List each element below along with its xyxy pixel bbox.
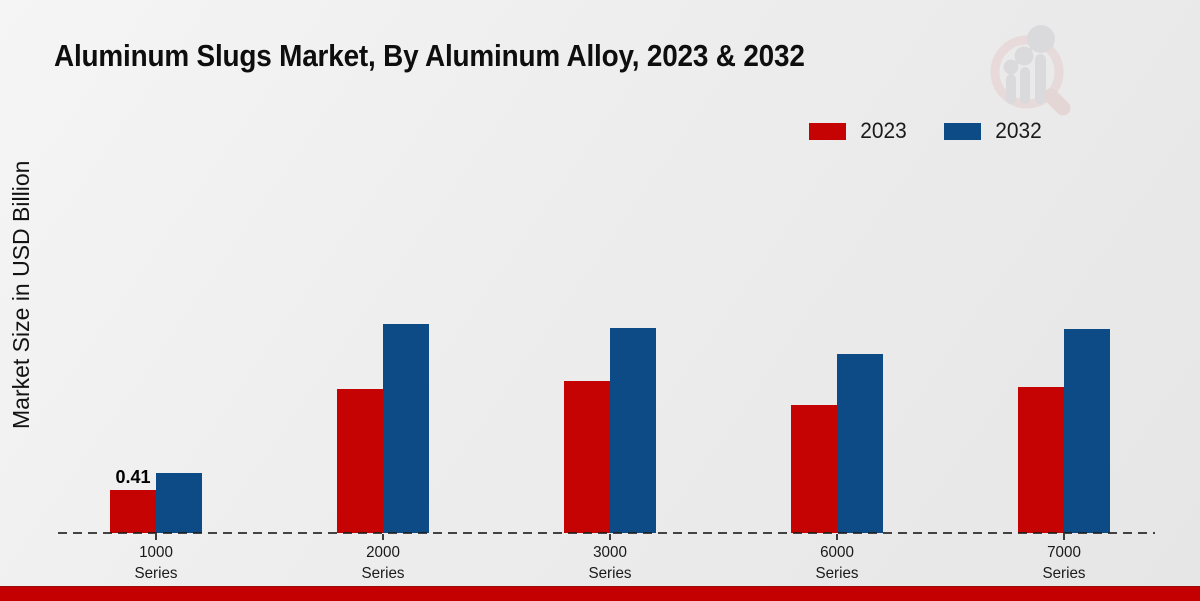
legend-label: 2023 xyxy=(860,118,907,143)
category-label-line: 6000 xyxy=(820,544,854,561)
category-label-line: 2000 xyxy=(366,544,400,561)
category-label-line: 3000 xyxy=(593,544,627,561)
x-axis-tick-2000-series xyxy=(382,534,384,540)
category-label-line: Series xyxy=(815,565,859,582)
legend-item-2023[interactable]: 2023 xyxy=(809,118,908,144)
category-label-line: 7000 xyxy=(1047,544,1081,561)
bar-2023-3000-series[interactable] xyxy=(564,381,610,533)
category-label-line: Series xyxy=(1042,565,1086,582)
bar-2023-7000-series[interactable] xyxy=(1018,387,1064,533)
category-label-line: Series xyxy=(588,565,632,582)
legend-swatch-2032 xyxy=(944,122,982,140)
bar-2023-2000-series[interactable] xyxy=(337,389,383,533)
brand-logo xyxy=(983,22,1083,117)
bar-2023-1000-series[interactable] xyxy=(110,490,156,533)
bottom-stripe xyxy=(0,586,1200,601)
category-label-1000-series: 1000 Series xyxy=(90,542,223,584)
magnifier-bar-chart-logo-icon xyxy=(990,25,1071,116)
bar-2023-6000-series[interactable] xyxy=(791,405,837,533)
category-label-2000-series: 2000 Series xyxy=(317,542,450,584)
category-label-line: Series xyxy=(361,565,405,582)
category-label-line: Series xyxy=(134,565,178,582)
legend-item-2032[interactable]: 2032 xyxy=(944,118,1043,144)
x-axis-tick-1000-series xyxy=(155,534,157,540)
x-axis-line xyxy=(58,532,1155,534)
bar-2032-2000-series[interactable] xyxy=(383,324,429,533)
legend: 2023 2032 xyxy=(809,118,1043,144)
legend-label: 2032 xyxy=(995,118,1042,143)
category-label-7000-series: 7000 Series xyxy=(998,542,1131,584)
x-axis-tick-7000-series xyxy=(1063,534,1065,540)
x-axis-tick-3000-series xyxy=(609,534,611,540)
chart-title: Aluminum Slugs Market, By Aluminum Alloy… xyxy=(54,38,805,73)
bar-2032-1000-series[interactable] xyxy=(156,473,202,533)
bar-2032-7000-series[interactable] xyxy=(1064,329,1110,533)
category-label-3000-series: 3000 Series xyxy=(544,542,677,584)
bar-2032-3000-series[interactable] xyxy=(610,328,656,533)
bar-value-label: 0.41 xyxy=(115,467,151,487)
bar-2032-6000-series[interactable] xyxy=(837,354,883,533)
category-label-6000-series: 6000 Series xyxy=(771,542,904,584)
category-label-line: 1000 xyxy=(139,544,173,561)
x-axis-tick-6000-series xyxy=(836,534,838,540)
legend-swatch-2023 xyxy=(809,122,847,140)
